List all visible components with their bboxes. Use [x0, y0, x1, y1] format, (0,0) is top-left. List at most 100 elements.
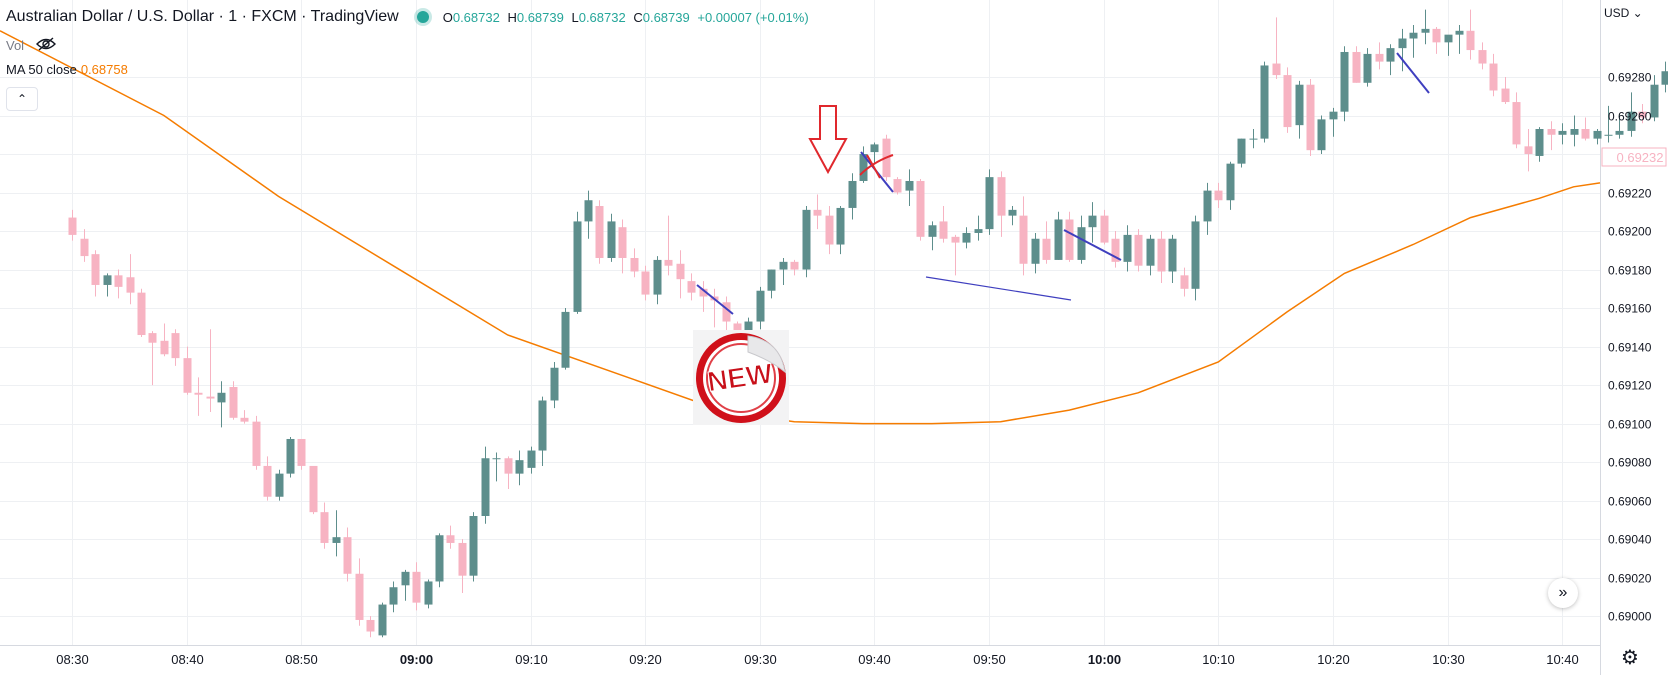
- candle-body: [194, 392, 203, 395]
- candle: [905, 169, 914, 207]
- candle: [1432, 26, 1441, 54]
- candle: [1512, 92, 1521, 149]
- candle-body: [1283, 75, 1292, 128]
- candle: [1088, 202, 1097, 243]
- cross-mark-icon[interactable]: [859, 154, 894, 179]
- price-tick-label: 0.69000: [1608, 610, 1652, 624]
- candle-body: [1203, 190, 1212, 222]
- candle-body: [1615, 130, 1624, 135]
- candle-body: [825, 215, 834, 245]
- candle: [1146, 234, 1155, 276]
- trend-line[interactable]: [925, 276, 1072, 301]
- candle-body: [928, 225, 937, 237]
- candle-body: [286, 438, 295, 474]
- candle: [1191, 215, 1200, 301]
- candle-body: [1661, 71, 1668, 85]
- market-status-icon[interactable]: [416, 11, 429, 23]
- candle: [1478, 42, 1487, 70]
- candle: [1031, 232, 1040, 274]
- drawings[interactable]: [696, 52, 1430, 315]
- candle: [790, 259, 799, 276]
- ohlc-values: O0.68732 H0.68739 L0.68732 C0.68739 +0.0…: [443, 10, 809, 25]
- candle-body: [561, 311, 570, 368]
- candle: [1444, 34, 1453, 56]
- candle-body: [687, 281, 696, 293]
- collapse-legend-button[interactable]: ⌃: [6, 87, 38, 111]
- candle-body: [916, 180, 925, 237]
- candle: [756, 286, 765, 330]
- high-label: H: [507, 9, 517, 25]
- candle-body: [217, 392, 226, 403]
- volume-label[interactable]: Vol: [6, 38, 25, 53]
- price-tick-label: 0.69140: [1608, 341, 1652, 355]
- candle: [435, 533, 444, 588]
- candle: [68, 209, 77, 241]
- time-axis[interactable]: 08:30 08:40 08:50 09:00 09:10 09:20 09:30 09:40…: [56, 652, 1579, 667]
- symbol-legend: Australian Dollar / U.S. Dollar · 1 · FX…: [6, 8, 809, 26]
- candle: [1295, 80, 1304, 139]
- candle: [1203, 182, 1212, 235]
- candle-body: [1111, 238, 1120, 262]
- candle: [1340, 46, 1349, 122]
- currency-selector[interactable]: USD ⌄: [1604, 6, 1643, 20]
- trend-line[interactable]: [1063, 229, 1122, 261]
- candle-body: [676, 263, 685, 280]
- eye-off-icon[interactable]: [36, 37, 57, 54]
- candle: [1214, 182, 1223, 208]
- candle-body: [320, 512, 329, 543]
- ma-legend[interactable]: MA 50 close 0.68758: [6, 62, 128, 77]
- candle-body: [1134, 234, 1143, 266]
- time-tick-label: 10:30: [1432, 652, 1465, 667]
- candle-body: [263, 465, 272, 497]
- candle: [320, 502, 329, 549]
- candle: [1524, 129, 1533, 172]
- candle: [80, 229, 89, 262]
- candle: [1421, 9, 1430, 45]
- candle: [985, 169, 994, 235]
- candles: [68, 9, 1668, 638]
- scroll-to-realtime-button[interactable]: »: [1548, 578, 1578, 608]
- symbol-title[interactable]: Australian Dollar / U.S. Dollar · 1 · FX…: [6, 8, 399, 25]
- candle-body: [813, 209, 822, 216]
- candle: [1558, 123, 1567, 145]
- candle: [1375, 42, 1384, 70]
- candle: [573, 211, 582, 314]
- down-arrow-icon[interactable]: [808, 105, 848, 175]
- candle-body: [297, 438, 306, 466]
- candle: [1661, 61, 1668, 93]
- candle-body: [504, 458, 513, 474]
- candle-body: [1581, 129, 1590, 139]
- candle: [504, 456, 513, 490]
- candle-body: [103, 275, 112, 285]
- settings-button[interactable]: ⚙: [1621, 645, 1639, 670]
- candle-body: [1295, 84, 1304, 126]
- candle-body: [1375, 53, 1384, 62]
- candle: [1111, 231, 1120, 268]
- candle: [561, 308, 570, 370]
- current-price-tag: [1601, 147, 1667, 167]
- candle: [916, 179, 925, 241]
- candle: [1535, 127, 1544, 162]
- candle-body: [848, 180, 857, 208]
- candle: [229, 381, 238, 420]
- candle: [618, 219, 627, 274]
- candle: [1329, 107, 1338, 137]
- candle-body: [1604, 134, 1613, 136]
- candle-body: [1409, 32, 1418, 39]
- candle: [1168, 234, 1177, 284]
- candle: [1008, 206, 1017, 226]
- candle: [194, 377, 203, 416]
- candle: [928, 221, 937, 251]
- ma-label: MA 50 close: [6, 62, 77, 77]
- candle: [1226, 161, 1235, 210]
- candle-body: [171, 333, 180, 359]
- trend-line[interactable]: [1396, 52, 1430, 94]
- trend-line[interactable]: [696, 284, 734, 315]
- candle: [1547, 121, 1556, 151]
- candle: [538, 396, 547, 466]
- candle-body: [1455, 30, 1464, 35]
- price-tick-label: 0.69160: [1608, 302, 1652, 316]
- candle-body: [1547, 129, 1556, 135]
- candle: [607, 213, 616, 262]
